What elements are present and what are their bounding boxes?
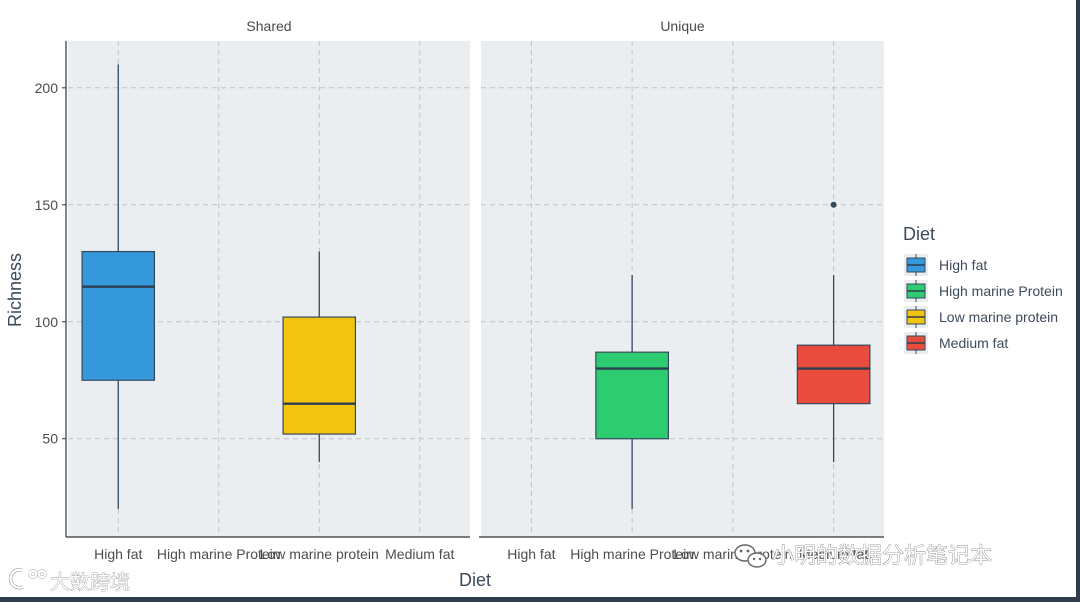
box-medium-fat — [796, 201, 871, 463]
box-high-marine-protein — [595, 274, 669, 509]
y-tick-label: 150 — [35, 197, 59, 213]
legend-key — [904, 280, 928, 302]
legend-entry-label: Medium fat — [939, 335, 1008, 351]
legend-entry-label: High marine Protein — [939, 283, 1063, 299]
x-tick-label: Low marine protein — [260, 546, 379, 562]
y-tick-label: 100 — [35, 314, 59, 330]
legend-entry-label: Low marine protein — [939, 309, 1058, 325]
legend-key — [904, 254, 928, 276]
x-tick-label: Medium fat — [799, 546, 868, 562]
box-low-marine-protein — [282, 251, 357, 463]
watermark-right-text: 小明的数据分析笔记本 — [772, 543, 992, 568]
box-body — [595, 351, 669, 440]
x-tick-label: High fat — [94, 546, 142, 562]
watermark-left: 大数跨境 — [8, 567, 130, 594]
x-axis-title: Diet — [459, 570, 491, 590]
x-tick-label: High marine Protein — [157, 546, 281, 562]
x-tick-label: Medium fat — [385, 546, 454, 562]
box-body — [796, 344, 871, 405]
box-high-fat — [81, 64, 156, 509]
y-tick-label: 50 — [42, 431, 58, 447]
legend-key — [904, 332, 928, 354]
y-axis: 50 100 150 200 — [35, 41, 67, 537]
watermark-logo-icon — [8, 567, 47, 590]
box-body — [81, 250, 156, 381]
legend-entry-label: High fat — [939, 257, 987, 273]
y-axis-title: Richness — [5, 253, 25, 327]
panel-background — [481, 41, 884, 537]
watermark-right: 小明的数据分析笔记本 — [734, 543, 992, 568]
y-tick-label: 200 — [35, 80, 59, 96]
x-tick-label: High marine Protein — [570, 546, 694, 562]
facet-strip-label: Unique — [660, 18, 705, 34]
wechat-icon — [734, 544, 767, 568]
facet-strip-label: Shared — [246, 18, 291, 34]
outlier-point — [830, 201, 837, 208]
box-body — [282, 316, 357, 435]
legend-key — [904, 306, 928, 328]
watermark-left-text: 大数跨境 — [50, 571, 130, 594]
x-tick-label: High fat — [507, 546, 555, 562]
legend-title: Diet — [903, 224, 935, 244]
